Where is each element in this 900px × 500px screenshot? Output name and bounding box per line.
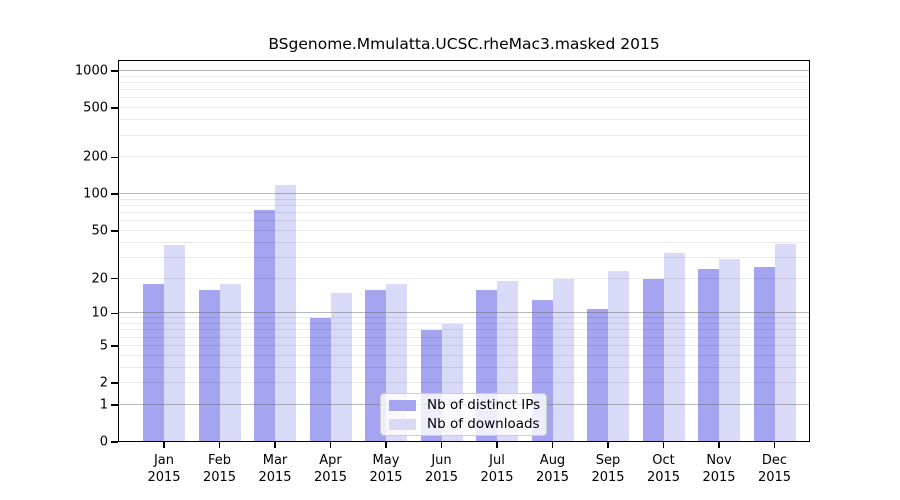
bar-downloads-mar [275,184,296,442]
x-tick-may [385,442,387,448]
x-tick-apr [329,442,332,448]
legend-item-downloads: Nb of downloads [381,416,546,432]
bar-downloads-oct [663,252,685,442]
x-tick-label-jan: Jan 2015 [147,453,181,485]
bar-downloads-jan [164,245,185,442]
y-tick-100 [111,193,118,195]
y-tick-0 [111,441,118,443]
bar-downloads-feb [219,283,241,442]
x-tick-sep [607,442,609,448]
y-tick-500 [111,107,118,109]
x-tick-label-apr: Apr 2015 [313,453,348,485]
x-tick-aug [551,442,554,448]
y-tick-1 [111,404,118,406]
x-tick-label-sep: Sep 2015 [591,453,625,485]
bars-layer [118,60,810,442]
y-tick-2 [111,382,118,384]
y-tick-50 [111,230,118,232]
y-tick-label-10: 10 [91,305,108,321]
bar-ips-nov [698,269,719,442]
y-tick-label-0: 0 [99,434,108,450]
y-tick-label-20: 20 [91,271,108,286]
x-tick-jun [440,442,443,448]
x-tick-label-may: May 2015 [369,453,403,485]
bar-downloads-nov [719,259,740,442]
bar-ips-dec [753,267,775,442]
plot-area [118,60,810,442]
legend-label-downloads: Nb of downloads [427,416,540,432]
y-tick-label-2: 2 [99,375,108,391]
x-tick-oct [662,442,665,448]
bar-downloads-aug [552,278,574,442]
chart-title: BSgenome.Mmulatta.UCSC.rheMac3.masked 20… [268,35,660,53]
y-tick-5 [111,345,118,347]
legend-swatch-distinct-ips [389,399,416,411]
y-tick-10 [111,312,118,314]
legend-label-distinct-ips: Nb of distinct IPs [427,397,541,413]
bar-downloads-sep [608,271,629,442]
bar-ips-sep [587,308,608,442]
bar-downloads-dec [774,243,796,442]
y-tick-200 [111,156,118,158]
bar-downloads-apr [330,293,352,442]
x-tick-nov [718,442,720,448]
y-tick-label-5: 5 [99,338,108,354]
x-tick-label-oct: Oct 2015 [646,453,681,485]
y-tick-20 [111,277,118,280]
y-tick-label-500: 500 [83,100,108,116]
bar-ips-apr [309,318,331,442]
x-tick-jan [163,442,165,448]
x-tick-label-aug: Aug 2015 [535,453,570,485]
legend-swatch-downloads [389,418,416,430]
y-tick-1000 [111,70,118,72]
y-tick-label-200: 200 [83,149,108,165]
x-tick-label-feb: Feb 2015 [202,453,237,485]
x-tick-feb [218,442,221,448]
bar-ips-feb [198,289,220,442]
x-tick-dec [773,442,776,448]
x-tick-label-jun: Jun 2015 [424,453,459,485]
x-tick-label-dec: Dec 2015 [757,453,792,485]
bar-ips-jan [143,283,164,442]
x-tick-label-jul: Jul 2015 [480,453,514,485]
bar-ips-mar [254,210,275,442]
x-tick-jul [496,442,498,448]
y-tick-label-1: 1 [99,397,108,413]
x-tick-label-mar: Mar 2015 [258,453,292,485]
y-tick-label-1000: 1000 [74,63,108,79]
bar-ips-oct [642,278,664,442]
x-tick-label-nov: Nov 2015 [702,453,736,485]
legend: Nb of distinct IPs Nb of downloads [380,393,547,436]
legend-item-distinct-ips: Nb of distinct IPs [381,397,546,413]
y-tick-label-100: 100 [83,186,108,202]
x-tick-mar [274,442,276,448]
y-tick-label-50: 50 [91,223,108,239]
